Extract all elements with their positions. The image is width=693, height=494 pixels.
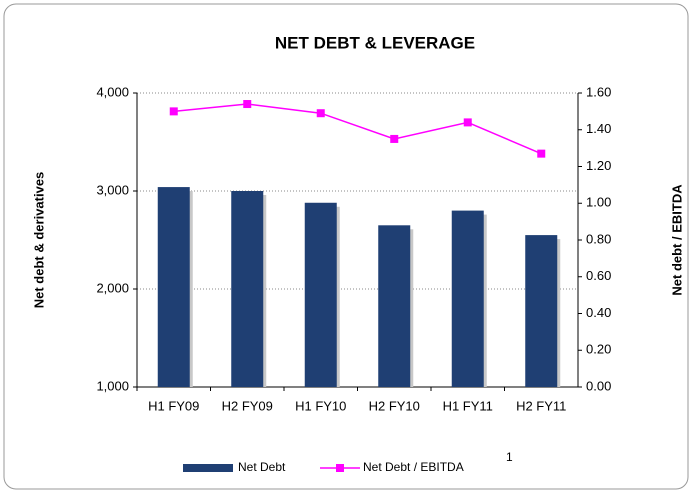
x-tick-label: H2 FY10 bbox=[369, 398, 420, 413]
line-marker bbox=[169, 107, 178, 116]
x-tick-label: H2 FY09 bbox=[222, 398, 273, 413]
y-tick-label: 4,000 bbox=[96, 84, 129, 99]
y-axis-title: Net debt & derivatives bbox=[31, 172, 46, 309]
legend-swatch bbox=[183, 464, 233, 472]
bar bbox=[231, 191, 264, 387]
legend-note: 1 bbox=[506, 450, 513, 464]
bar bbox=[451, 210, 484, 387]
line bbox=[173, 103, 542, 155]
line-marker bbox=[243, 100, 252, 109]
x-tick-label: H2 FY11 bbox=[516, 398, 566, 413]
y2-tick-label: 1.20 bbox=[586, 158, 611, 173]
y2-tick-label: 1.40 bbox=[586, 121, 611, 136]
line-marker bbox=[463, 118, 472, 127]
bar bbox=[157, 187, 190, 387]
line-marker bbox=[390, 134, 399, 143]
chart-title: NET DEBT & LEVERAGE bbox=[275, 33, 475, 52]
y2-tick-label: 0.00 bbox=[586, 378, 611, 393]
y2-tick-label: 1.00 bbox=[586, 195, 611, 210]
y-tick-label: 2,000 bbox=[96, 280, 129, 295]
y2-tick-label: 0.60 bbox=[586, 268, 611, 283]
bar bbox=[525, 235, 558, 387]
x-tick-label: H1 FY11 bbox=[443, 398, 493, 413]
line-marker bbox=[316, 109, 325, 118]
y-tick-label: 1,000 bbox=[96, 378, 129, 393]
y2-tick-label: 1.60 bbox=[586, 84, 611, 99]
legend-marker bbox=[336, 464, 344, 472]
y2-tick-label: 0.40 bbox=[586, 305, 611, 320]
y2-tick-label: 0.20 bbox=[586, 342, 611, 357]
bar bbox=[378, 225, 411, 387]
y2-axis-title: Net debt / EBITDA bbox=[669, 184, 684, 296]
chart-frame bbox=[3, 3, 689, 490]
x-tick-label: H1 FY10 bbox=[295, 398, 346, 413]
bar bbox=[304, 202, 337, 387]
x-tick-label: H1 FY09 bbox=[148, 398, 199, 413]
legend-label: Net Debt bbox=[238, 460, 286, 474]
y2-tick-label: 0.80 bbox=[586, 231, 611, 246]
line-marker bbox=[537, 149, 546, 158]
y-tick-label: 3,000 bbox=[96, 182, 129, 197]
legend-label: Net Debt / EBITDA bbox=[363, 460, 464, 474]
